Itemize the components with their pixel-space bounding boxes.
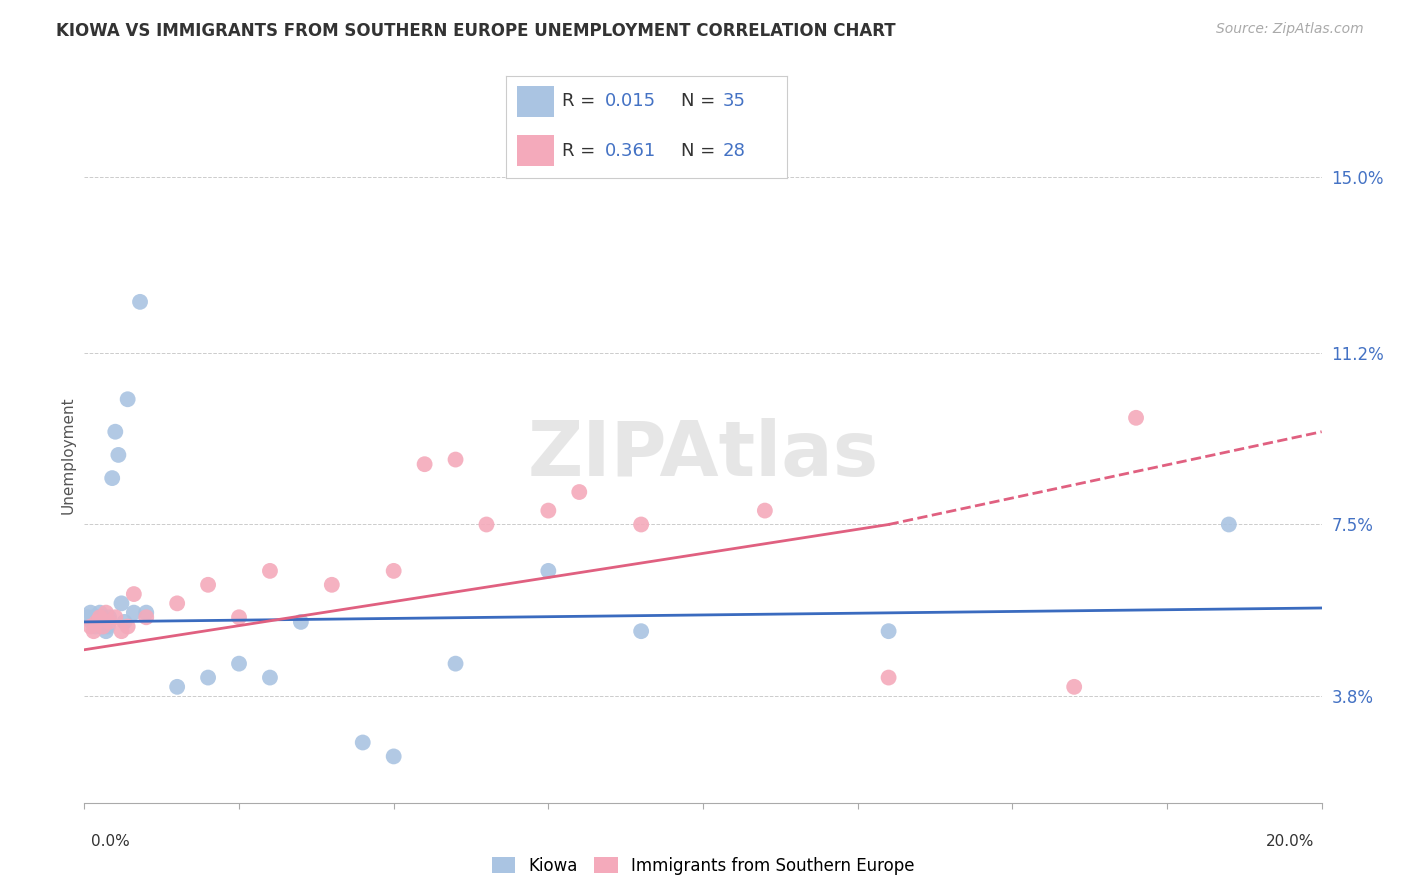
Point	[166, 596, 188, 610]
Point	[86, 610, 108, 624]
Point	[101, 471, 124, 485]
Point	[98, 610, 121, 624]
Bar	[517, 136, 554, 166]
Point	[83, 624, 105, 639]
Point	[91, 619, 114, 633]
Text: R =: R =	[562, 93, 602, 111]
Point	[89, 606, 111, 620]
Point	[104, 610, 127, 624]
Point	[104, 425, 127, 439]
Text: 35: 35	[723, 93, 745, 111]
Point	[228, 657, 250, 671]
Y-axis label: Unemployment: Unemployment	[60, 396, 76, 514]
Text: N =: N =	[681, 93, 720, 111]
Point	[382, 749, 405, 764]
Point	[107, 448, 129, 462]
Point	[877, 671, 900, 685]
Point	[382, 564, 405, 578]
Point	[89, 610, 111, 624]
Point	[290, 615, 312, 629]
Text: R =: R =	[562, 142, 602, 160]
Point	[1063, 680, 1085, 694]
Point	[114, 615, 136, 629]
Point	[568, 485, 591, 500]
Point	[352, 735, 374, 749]
Point	[79, 606, 101, 620]
Point	[110, 596, 132, 610]
Point	[197, 671, 219, 685]
Text: N =: N =	[681, 142, 720, 160]
Point	[321, 578, 343, 592]
Point	[630, 517, 652, 532]
Point	[630, 624, 652, 639]
Point	[84, 619, 107, 633]
Point	[259, 671, 281, 685]
Point	[110, 624, 132, 639]
Point	[98, 615, 121, 629]
Text: 0.015: 0.015	[605, 93, 655, 111]
Point	[754, 503, 776, 517]
Text: KIOWA VS IMMIGRANTS FROM SOUTHERN EUROPE UNEMPLOYMENT CORRELATION CHART: KIOWA VS IMMIGRANTS FROM SOUTHERN EUROPE…	[56, 22, 896, 40]
Point	[259, 564, 281, 578]
Legend: Kiowa, Immigrants from Southern Europe: Kiowa, Immigrants from Southern Europe	[492, 856, 914, 875]
Point	[537, 564, 560, 578]
Point	[413, 457, 436, 471]
Point	[86, 615, 108, 629]
Point	[83, 610, 105, 624]
Point	[135, 606, 157, 620]
Point	[197, 578, 219, 592]
Text: 0.0%: 0.0%	[91, 834, 131, 849]
Point	[877, 624, 900, 639]
Point	[1218, 517, 1240, 532]
Bar	[517, 87, 554, 117]
Text: ZIPAtlas: ZIPAtlas	[527, 418, 879, 491]
Point	[135, 610, 157, 624]
Point	[1125, 410, 1147, 425]
Point	[91, 619, 114, 633]
Point	[79, 619, 101, 633]
Point	[444, 452, 467, 467]
Point	[475, 517, 498, 532]
Point	[117, 619, 139, 633]
Text: 0.361: 0.361	[605, 142, 655, 160]
Point	[166, 680, 188, 694]
Text: 20.0%: 20.0%	[1267, 834, 1315, 849]
Point	[122, 587, 145, 601]
Point	[94, 606, 117, 620]
Point	[90, 610, 112, 624]
Point	[87, 615, 110, 629]
Point	[129, 294, 152, 309]
Point	[94, 624, 117, 639]
Point	[97, 619, 120, 633]
Point	[80, 615, 103, 629]
Text: Source: ZipAtlas.com: Source: ZipAtlas.com	[1216, 22, 1364, 37]
Point	[444, 657, 467, 671]
Point	[93, 615, 115, 629]
Text: 28: 28	[723, 142, 745, 160]
Point	[117, 392, 139, 407]
Point	[537, 503, 560, 517]
Point	[228, 610, 250, 624]
Point	[122, 606, 145, 620]
Point	[76, 610, 98, 624]
